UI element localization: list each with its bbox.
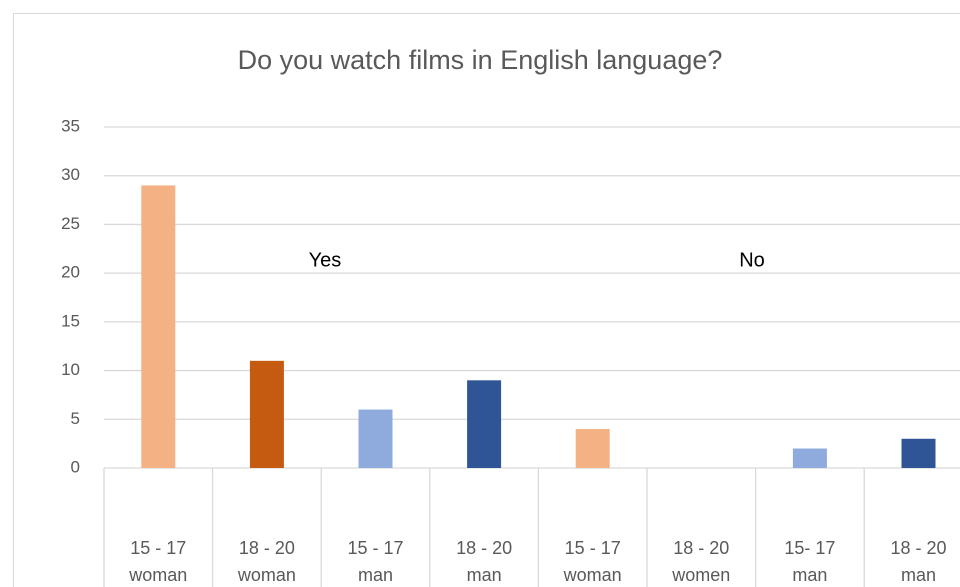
bar xyxy=(249,360,284,468)
bar xyxy=(141,185,176,468)
x-tick-label: 15 - 17 xyxy=(130,538,186,558)
x-tick-label: woman xyxy=(128,565,187,585)
y-tick-label: 35 xyxy=(61,116,80,135)
x-tick-label: women xyxy=(671,565,730,585)
chart-title: Do you watch films in English language? xyxy=(238,45,723,75)
y-tick-label: 5 xyxy=(71,409,80,428)
x-tick-label: man xyxy=(901,565,936,585)
x-tick-label: 18 - 20 xyxy=(890,538,946,558)
x-tick-label: 18 - 20 xyxy=(456,538,512,558)
y-tick-label: 30 xyxy=(61,165,80,184)
annotation: No xyxy=(739,249,765,271)
y-tick-label: 15 xyxy=(61,311,80,330)
x-tick-label: man xyxy=(792,565,827,585)
y-tick-label: 0 xyxy=(71,457,80,476)
y-tick-label: 25 xyxy=(61,214,80,233)
x-tick-label: man xyxy=(467,565,502,585)
bar xyxy=(358,409,393,468)
x-tick-label: woman xyxy=(563,565,622,585)
bar xyxy=(901,438,936,468)
x-tick-label: 18 - 20 xyxy=(673,538,729,558)
x-tick-label: 18 - 20 xyxy=(239,538,295,558)
bar xyxy=(792,448,827,468)
x-tick-label: 15 - 17 xyxy=(565,538,621,558)
bar xyxy=(575,429,610,468)
x-tick-label: 15- 17 xyxy=(784,538,835,558)
bar xyxy=(467,380,502,468)
y-tick-label: 10 xyxy=(61,360,80,379)
x-tick-label: woman xyxy=(237,565,296,585)
x-tick-label: 15 - 17 xyxy=(347,538,403,558)
annotation: Yes xyxy=(309,249,342,271)
y-tick-label: 20 xyxy=(61,263,80,282)
x-tick-label: man xyxy=(358,565,393,585)
